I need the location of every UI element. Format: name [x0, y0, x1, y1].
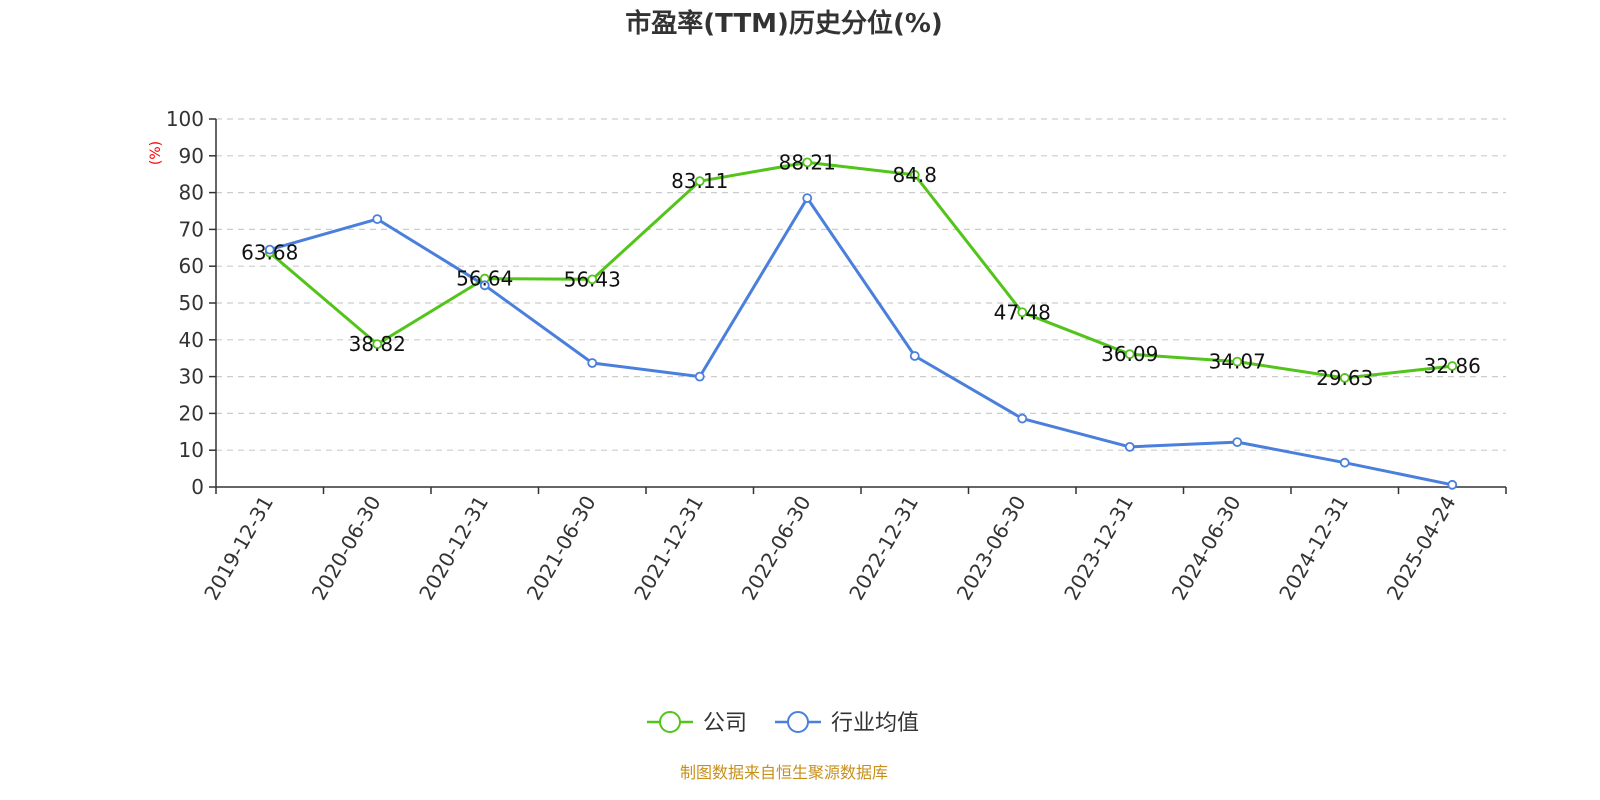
data-label: 83.11 — [671, 169, 728, 193]
grid-lines — [216, 118, 1506, 451]
data-point — [1017, 307, 1028, 318]
data-point — [694, 176, 705, 187]
y-tick-label: 60 — [179, 254, 204, 278]
data-label: 29.63 — [1316, 366, 1373, 390]
data-label: 47.48 — [994, 300, 1051, 324]
x-tick-label: 2022-06-30 — [737, 492, 816, 605]
x-tick-label: 2024-12-31 — [1274, 492, 1353, 605]
series-line-1 — [269, 196, 1453, 487]
data-point — [264, 244, 275, 255]
y-tick-label: 10 — [179, 438, 204, 462]
data-label: 63.68 — [241, 241, 298, 265]
legend-marker-icon — [787, 711, 809, 733]
data-point — [1017, 413, 1028, 424]
data-label: 56.43 — [564, 267, 621, 291]
data-point — [1124, 349, 1135, 360]
y-tick-label: 90 — [179, 144, 204, 168]
data-point — [909, 351, 920, 361]
data-point — [587, 274, 598, 285]
x-tick-label: 2020-06-30 — [307, 492, 386, 605]
data-point — [909, 170, 920, 180]
data-point — [802, 157, 813, 168]
x-tick-label: 2025-04-24 — [1382, 492, 1461, 605]
legend-item[interactable]: 公司 — [647, 711, 747, 736]
legend-label: 公司 — [703, 711, 747, 736]
y-tick-label: 30 — [179, 365, 204, 389]
series-line-0 — [268, 160, 1453, 380]
data-label: 38.82 — [349, 332, 406, 356]
data-label: 84.8 — [892, 163, 937, 187]
data-point — [1339, 373, 1350, 383]
y-tick-label: 50 — [179, 291, 204, 315]
data-labels: 63.68 38.82 56.64 56.43 83.11 88.21 84.8 47.48 3… — [241, 150, 1481, 390]
x-tick-label: 2024-06-30 — [1167, 492, 1246, 605]
x-tick-label: 2023-12-31 — [1059, 492, 1138, 605]
data-point — [1339, 457, 1350, 468]
data-label: 34.07 — [1209, 350, 1266, 374]
data-point — [1447, 361, 1458, 371]
data-point — [479, 280, 490, 291]
legend: 公司 行业均值 — [647, 711, 919, 736]
y-tick-label: 80 — [179, 181, 204, 205]
legend-marker-icon — [659, 711, 681, 733]
data-point — [372, 214, 383, 224]
data-point — [694, 371, 705, 382]
data-point — [1447, 479, 1458, 490]
data-point — [802, 193, 813, 204]
y-tick-label: 0 — [191, 475, 204, 499]
data-point — [1124, 441, 1135, 452]
data-label: 36.09 — [1101, 342, 1158, 366]
data-point — [1232, 356, 1243, 367]
legend-item[interactable]: 行业均值 — [775, 711, 919, 736]
x-tick-label: 2021-06-30 — [522, 492, 601, 605]
y-tick-label: 100 — [166, 107, 204, 131]
y-tick-label: 70 — [179, 217, 204, 241]
x-tick-label: 2023-06-30 — [952, 492, 1031, 605]
x-tick-label: 2021-12-31 — [629, 492, 708, 605]
data-point — [587, 358, 598, 368]
data-label: 56.64 — [456, 267, 513, 291]
data-point — [372, 339, 383, 350]
x-tick-label: 2020-12-31 — [414, 492, 493, 605]
x-tick-label: 2019-12-31 — [199, 492, 278, 605]
data-label: 88.21 — [779, 150, 836, 174]
chart-title: 市盈率(TTM)历史分位(%) — [625, 8, 943, 39]
source-note: 制图数据来自恒生聚源数据库 — [680, 763, 888, 782]
y-axis-unit: (%) — [148, 141, 164, 165]
y-tick-label: 40 — [179, 328, 204, 352]
series-lines — [264, 157, 1458, 490]
legend-label: 行业均值 — [831, 711, 919, 736]
data-label: 32.86 — [1424, 354, 1481, 378]
x-tick-label: 2022-12-31 — [844, 492, 923, 605]
y-tick-label: 20 — [179, 401, 204, 425]
data-point — [1232, 437, 1243, 448]
